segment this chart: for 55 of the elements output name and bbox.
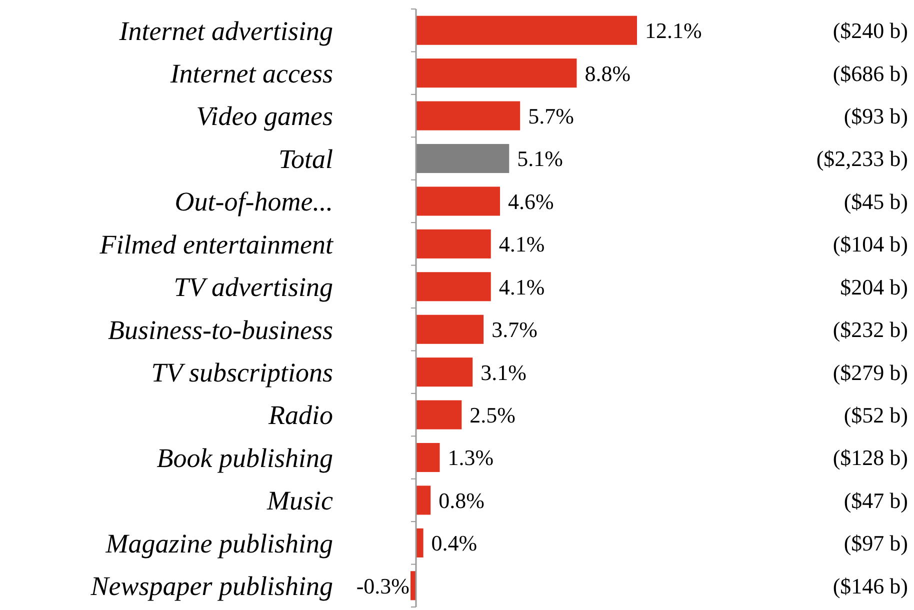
y-tick-label: Radio [268, 400, 333, 430]
data-label: 8.8% [584, 60, 631, 86]
bar [416, 314, 484, 344]
bar [416, 400, 462, 430]
y-tick-label: Magazine publishing [104, 528, 333, 558]
text: ($686 b) [832, 60, 908, 86]
y-tick-label: Total [278, 144, 333, 174]
text: ($47 b) [844, 488, 908, 513]
bar [416, 58, 577, 88]
text: ($93 b) [844, 103, 908, 128]
text: ($146 b) [832, 573, 908, 598]
bar [416, 358, 473, 387]
text: ($45 b) [844, 188, 908, 214]
data-label: 5.7% [528, 103, 574, 128]
text: $204 b) [840, 274, 908, 300]
text: ($279 b) [832, 360, 908, 385]
data-label: -0.3% [356, 573, 410, 598]
bar [416, 272, 491, 302]
data-label: 0.4% [431, 530, 478, 556]
y-tick-label: Music [266, 486, 334, 516]
bar [410, 571, 416, 600]
bar [416, 442, 440, 472]
bar [416, 229, 491, 258]
bar [416, 144, 510, 174]
text: ($2,233 b) [816, 146, 908, 172]
data-label: 4.1% [498, 232, 545, 257]
data-label: 3.1% [480, 360, 526, 385]
data-label: 2.5% [470, 402, 516, 428]
y-tick-label: TV subscriptions [151, 358, 333, 388]
bar [416, 101, 520, 130]
data-label: 12.1% [645, 18, 702, 44]
data-label: 5.1% [517, 146, 563, 172]
text: ($232 b) [832, 317, 908, 342]
y-tick-label: TV advertising [174, 272, 333, 302]
data-label: 4.6% [508, 188, 554, 214]
data-label: 0.8% [438, 488, 484, 513]
bar [416, 186, 500, 216]
y-tick-label: Out-of-home... [174, 186, 333, 217]
y-tick-label: Book publishing [156, 442, 333, 473]
y-tick-label: Internet access [169, 58, 333, 89]
data-label: 1.3% [448, 445, 494, 470]
text: ($240 b) [832, 18, 908, 44]
y-tick-label: Internet advertising [118, 16, 333, 46]
text: ($97 b) [844, 530, 908, 556]
bar [416, 486, 431, 515]
bar [416, 16, 637, 45]
text: ($104 b) [832, 232, 908, 257]
text: ($128 b) [832, 445, 908, 470]
y-tick-label: Business-to-business [108, 314, 333, 345]
data-label: 3.7% [492, 317, 538, 342]
y-tick-label: Newspaper publishing [90, 571, 333, 602]
y-tick-label: Video games [196, 101, 333, 132]
y-tick-label: Filmed entertainment [98, 229, 334, 260]
data-label: 4.1% [498, 274, 545, 300]
text: ($52 b) [844, 402, 908, 428]
